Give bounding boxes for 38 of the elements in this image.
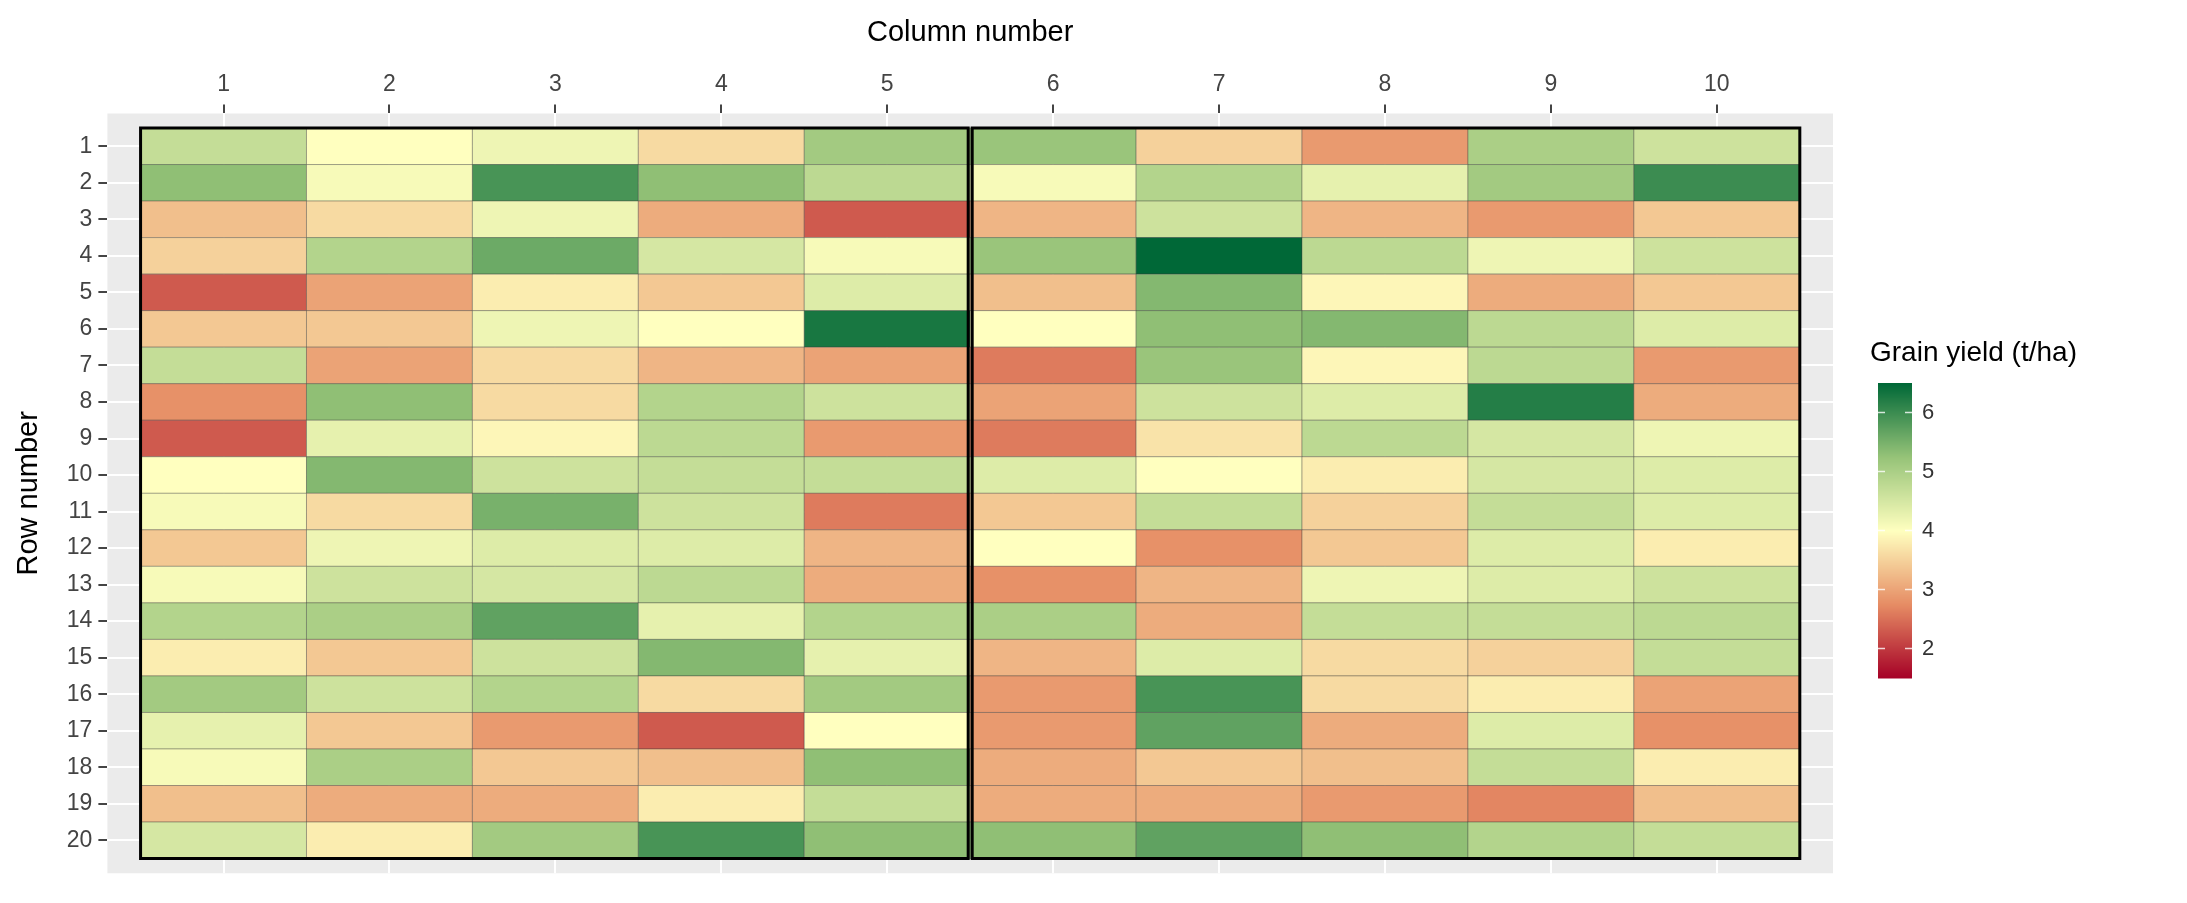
color-bar-title: Grain yield (t/ha) [1870, 336, 2077, 367]
x-tick-label: 9 [1544, 69, 1558, 96]
x-tick-label: 6 [1046, 69, 1060, 96]
y-tick-label: 5 [79, 277, 93, 304]
y-tick-label: 15 [66, 643, 93, 670]
y-tick-label: 8 [79, 387, 93, 414]
x-tick-label: 7 [1212, 69, 1226, 96]
color-bar-label: 5 [1922, 457, 1935, 483]
x-tick-label: 4 [714, 69, 728, 96]
y-tick-label: 10 [66, 460, 93, 487]
y-tick-label: 20 [66, 825, 93, 852]
color-bar-label: 2 [1922, 634, 1935, 660]
y-tick-label: 14 [66, 606, 93, 633]
x-axis-title: Column number [867, 15, 1074, 48]
y-tick-label: 19 [66, 789, 93, 816]
y-tick-label: 11 [68, 496, 93, 523]
color-bar-label: 3 [1922, 575, 1935, 601]
y-tick-label: 1 [79, 131, 93, 158]
y-tick-label: 16 [66, 679, 93, 706]
y-tick-label: 2 [79, 168, 93, 195]
x-tick-label: 10 [1704, 69, 1730, 96]
y-tick-label: 6 [79, 314, 93, 341]
color-bar-label: 4 [1922, 516, 1935, 542]
y-axis-title: Row number [11, 410, 44, 576]
y-tick-label: 7 [79, 350, 93, 377]
x-tick-label: 5 [880, 69, 894, 96]
y-tick-label: 3 [79, 204, 93, 231]
y-tick-label: 4 [79, 241, 93, 268]
color-bar-label: 6 [1922, 398, 1935, 424]
y-tick-label: 9 [79, 423, 93, 450]
x-tick-label: 2 [383, 69, 396, 96]
y-tick-label: 18 [66, 752, 93, 779]
x-tick-label: 8 [1378, 69, 1392, 96]
y-tick-label: 13 [66, 569, 93, 596]
x-tick-label: 3 [548, 69, 562, 96]
y-tick-label: 17 [66, 716, 93, 743]
y-tick-label: 12 [66, 533, 93, 560]
x-tick-label: 1 [217, 69, 230, 96]
